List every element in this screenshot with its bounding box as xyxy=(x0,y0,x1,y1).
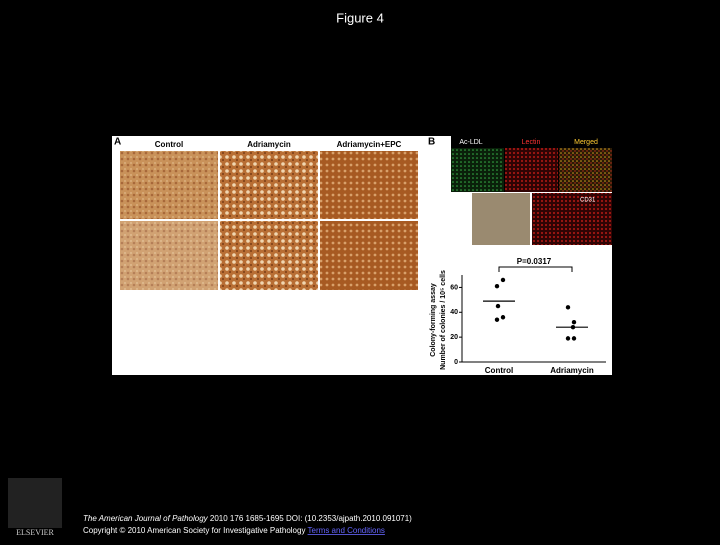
x-tick-label: Adriamycin xyxy=(550,366,594,375)
point xyxy=(494,317,500,322)
y-axis-label: Number of colonies / 10⁵ cells xyxy=(440,270,447,370)
micrograph xyxy=(120,151,218,219)
column-label: Adriamycin xyxy=(247,140,291,149)
micrograph xyxy=(505,148,558,192)
y-tick-label: 40 xyxy=(450,309,458,316)
micrograph xyxy=(220,151,318,219)
point xyxy=(494,283,500,289)
point xyxy=(571,336,577,341)
panel-label: B xyxy=(428,137,435,148)
micrograph xyxy=(320,221,418,290)
slide-title: Figure 4 xyxy=(336,10,384,25)
point xyxy=(571,320,577,325)
column-label: Lectin xyxy=(522,139,541,146)
micrograph xyxy=(451,148,504,192)
y-tick-label: 20 xyxy=(450,334,458,341)
micrograph xyxy=(220,221,318,290)
micrograph xyxy=(320,151,418,219)
column-label: Ac-LDL xyxy=(459,139,482,146)
panel-label: A xyxy=(114,137,121,148)
column-label: Merged xyxy=(574,139,598,146)
point xyxy=(500,277,506,283)
bracket xyxy=(498,266,573,272)
y-axis-label: Colony-forming assay xyxy=(430,283,437,357)
citation-details: 2010 176 1685-1695 DOI: (10.2353/ajpath.… xyxy=(210,514,412,523)
copyright: Copyright © 2010 American Society for In… xyxy=(83,526,385,535)
annotation: P=0.0317 xyxy=(517,257,552,266)
point xyxy=(565,336,571,341)
y-tick-label: 0 xyxy=(454,359,458,366)
point xyxy=(500,315,506,320)
image-label: CD31 xyxy=(580,198,596,204)
micrograph xyxy=(472,193,530,245)
point xyxy=(565,305,571,310)
terms-link[interactable]: Terms and Conditions xyxy=(308,526,385,535)
logo-text: ELSEVIER xyxy=(16,528,54,537)
copyright-text: Copyright © 2010 American Society for In… xyxy=(83,526,305,535)
column-label: Control xyxy=(155,140,183,149)
point xyxy=(495,303,501,309)
journal: The American Journal of Pathology xyxy=(83,514,209,523)
x-tick-label: Control xyxy=(485,366,513,375)
y-tick-label: 60 xyxy=(450,284,458,291)
micrograph xyxy=(532,193,612,245)
micrograph xyxy=(120,221,218,290)
column-label: Adriamycin+EPC xyxy=(337,140,402,149)
logo-tree xyxy=(8,478,62,528)
micrograph xyxy=(559,148,612,192)
citation: The American Journal of Pathology 2010 1… xyxy=(83,514,412,523)
